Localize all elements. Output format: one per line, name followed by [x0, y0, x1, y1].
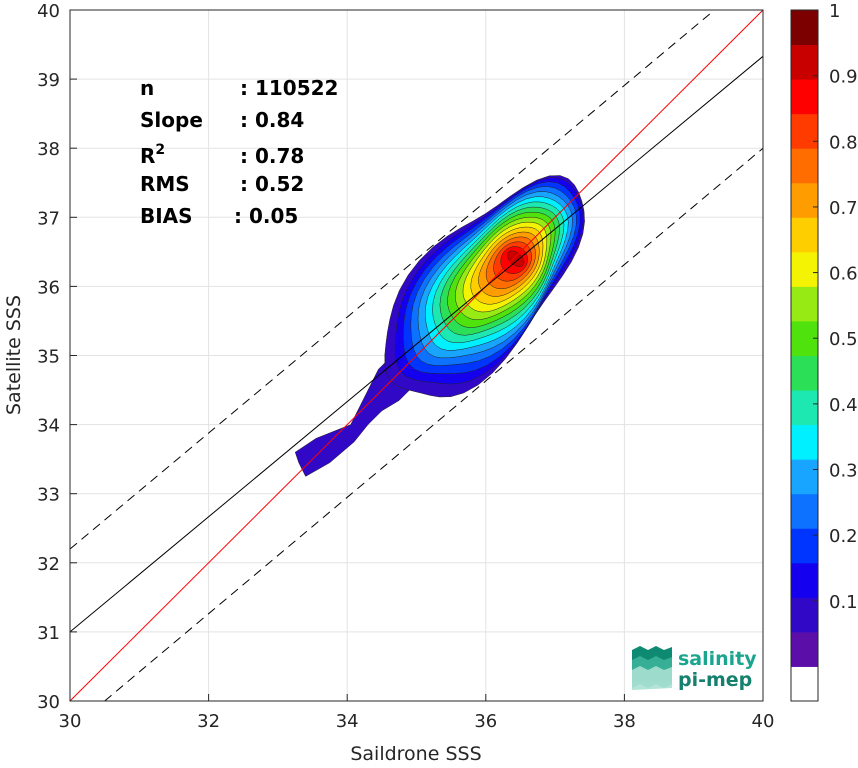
y-tick-label: 38 — [37, 139, 60, 160]
stat-label: Slope — [140, 108, 203, 132]
lower-bound-line — [104, 147, 763, 701]
colorbar: 0.1 0.2 0.3 0.4 0.5 0.6 0.7 0.8 0.9 1 — [790, 1, 858, 702]
y-tick-label: 33 — [37, 485, 60, 506]
stat-label: BIAS — [140, 204, 193, 228]
colorbar-tick-label: 0.8 — [829, 132, 858, 153]
y-tick-label: 39 — [37, 70, 60, 91]
colorbar-swatch — [791, 79, 818, 115]
stat-label: RMS — [140, 172, 190, 196]
x-tick-label: 38 — [613, 711, 636, 732]
stat-row: n : 110522 — [140, 76, 338, 100]
y-tick-label: 31 — [37, 623, 60, 644]
y-tick-label: 36 — [37, 277, 60, 298]
colorbar-swatch — [791, 113, 818, 149]
x-tick-label: 30 — [59, 711, 82, 732]
density-contours — [294, 175, 585, 477]
colorbar-swatch — [791, 355, 818, 391]
colorbar-swatch — [791, 562, 818, 598]
x-tick-label: 40 — [752, 711, 775, 732]
wave-logo-icon — [632, 646, 672, 690]
grid-lines — [69, 9, 764, 702]
colorbar-swatch — [791, 251, 818, 287]
colorbar-swatch — [791, 631, 818, 667]
y-tick-label: 37 — [37, 208, 60, 229]
reference-lines — [70, 10, 763, 701]
upper-bound-line — [70, 10, 715, 550]
stat-row: R2 : 0.78 — [140, 142, 304, 168]
stat-value: : 0.78 — [240, 144, 304, 168]
colorbar-tick-label: 0.4 — [829, 395, 858, 416]
y-tick-label: 34 — [37, 416, 60, 437]
colorbar-tick-label: 0.3 — [829, 461, 858, 482]
colorbar-swatch — [791, 390, 818, 426]
colorbar-swatch — [791, 597, 818, 633]
y-tick-label: 40 — [37, 1, 60, 22]
stat-label: R2 — [140, 142, 165, 168]
x-axis-label: Saildrone SSS — [350, 743, 481, 764]
identity-line — [70, 10, 763, 701]
stat-superscript: 2 — [155, 142, 165, 158]
x-tick-label: 36 — [474, 711, 497, 732]
stat-value: : 0.52 — [240, 172, 304, 196]
colorbar-tick-label: 0.2 — [829, 526, 858, 547]
y-tick-label: 30 — [37, 692, 60, 713]
y-axis-label: Satellite SSS — [3, 295, 25, 415]
colorbar-swatch — [791, 10, 818, 46]
colorbar-tick-label: 1 — [829, 1, 840, 22]
salinity-pi-mep-logo: salinity pi-mep — [632, 646, 757, 691]
regression-line — [70, 55, 763, 633]
colorbar-swatch — [791, 182, 818, 218]
axis-ticks: 30 32 34 36 38 40 30 31 32 33 34 35 36 37 38 39 40 — [37, 1, 774, 732]
logo-text-salinity: salinity — [678, 648, 757, 670]
stat-value: : 0.05 — [234, 204, 298, 228]
colorbar-swatch — [791, 493, 818, 529]
y-tick-label: 35 — [37, 347, 60, 368]
colorbar-swatch — [791, 666, 818, 702]
stat-row: Slope : 0.84 — [140, 108, 304, 132]
stat-row: RMS : 0.52 — [140, 172, 304, 196]
colorbar-swatch — [791, 424, 818, 460]
stat-value: : 110522 — [240, 76, 338, 100]
stat-value: : 0.84 — [240, 108, 304, 132]
y-tick-label: 32 — [37, 554, 60, 575]
colorbar-swatch — [791, 459, 818, 495]
colorbar-swatch — [791, 528, 818, 564]
colorbar-tick-label: 0.6 — [829, 264, 858, 285]
colorbar-swatch — [791, 148, 818, 184]
colorbar-tick-label: 0.5 — [829, 329, 858, 350]
stat-label: n — [140, 76, 154, 100]
colorbar-tick-label: 0.1 — [829, 592, 858, 613]
colorbar-tick-label: 0.9 — [829, 67, 858, 88]
statistics-box: n : 110522 Slope : 0.84 R2 : 0.78 RMS : 0.52 BIA… — [140, 76, 338, 228]
logo-text-pi-mep: pi-mep — [678, 669, 752, 691]
stat-row: BIAS : 0.05 — [140, 204, 298, 228]
x-tick-label: 34 — [336, 711, 359, 732]
colorbar-tick-label: 0.7 — [829, 198, 858, 219]
density-level-contour — [506, 250, 525, 267]
colorbar-swatch — [791, 286, 818, 322]
colorbar-swatch — [791, 44, 818, 80]
x-tick-label: 32 — [197, 711, 220, 732]
colorbar-swatch — [791, 217, 818, 253]
colorbar-frame — [790, 9, 819, 702]
